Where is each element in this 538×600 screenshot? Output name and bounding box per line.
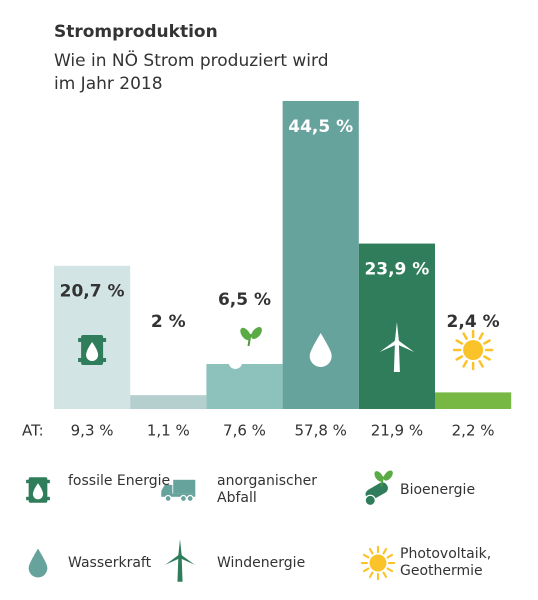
icon-part [383,470,393,481]
icon [452,329,494,371]
icon [309,333,332,367]
icon-part [161,484,173,496]
icon [161,479,196,503]
icon [78,335,107,365]
icon-part [179,494,188,503]
bar [130,395,207,409]
icon [26,477,50,503]
icon-part [26,479,50,484]
legend-label: Photovoltaik, Geothermie [400,546,492,579]
icon-part [394,322,399,342]
value-label: 2,4 % [447,312,500,332]
icon-part [382,547,388,555]
icon-part [455,339,464,345]
icon-part [483,355,491,361]
icon [146,338,187,365]
icon-part [179,555,195,565]
icon [165,539,195,582]
icon-part [176,355,185,365]
icon-part [177,557,183,582]
icon [379,322,415,372]
icon-part [386,567,394,573]
icon-part [396,340,415,352]
icon-part [386,553,394,559]
icon-part [146,354,187,358]
icon-part [173,479,196,494]
icon-part [161,493,196,497]
icon-part [78,338,107,342]
icon-part [32,483,44,500]
icon-part [478,360,484,368]
comparison-label: AT: [22,422,44,440]
icon-part [146,344,160,356]
icon-part [379,340,398,352]
comparison-value: 9,3 % [71,422,114,440]
chart-subtitle: Wie in NÖ Strom produziert wird im Jahr … [54,51,329,94]
icon [28,548,48,578]
icon-part [462,332,468,340]
icon-part [240,327,251,341]
icon-part [165,555,181,565]
value-label: 23,9 % [364,260,429,280]
icon-part [28,548,48,578]
value-label: 2 % [151,312,186,332]
icon-part [364,494,376,507]
icon-part [393,344,400,372]
icon-part [150,355,159,365]
icon-part [177,554,183,559]
comparison-value: 1,1 % [147,422,190,440]
legend-label: Bioenergie [400,481,476,498]
icon-part [168,355,177,365]
icon-part [362,553,370,559]
icon-part [368,571,374,579]
comparison-value: 21,9 % [371,422,423,440]
icon-part [309,333,332,367]
icon-part [178,539,182,557]
icon-part [164,494,172,503]
legend-label: Windenergie [217,554,306,571]
icon-part [228,355,243,369]
icon-part [462,360,468,368]
comparison-value: 2,2 % [452,422,495,440]
chart-title: Stromproduktion [54,22,218,42]
icon-part [374,471,384,482]
comparison-value: 57,8 % [294,422,346,440]
icon-part [382,571,388,579]
icon-part [455,355,464,361]
icon-part [478,332,484,340]
bar [206,364,283,409]
icon-part [394,339,400,345]
icon-part [483,339,491,345]
value-label: 44,5 % [288,117,353,137]
icon-part [251,327,262,339]
icon-part [368,547,374,555]
legend-label: Wasserkraft [68,554,152,571]
icon-part [160,338,187,354]
icon [364,470,393,507]
icon-part [369,554,387,572]
legend-label: fossile Energie [68,473,171,489]
bar [435,392,512,409]
icon [228,327,262,369]
icon-part [362,567,370,573]
value-label: 6,5 % [218,290,271,310]
icon-part [186,494,194,503]
value-label: 20,7 % [60,282,125,302]
icon-part [86,342,99,361]
icon-part [463,340,484,360]
icon [360,545,396,581]
legend-label: anorganischer Abfall [217,473,317,506]
comparison-value: 7,6 % [223,422,266,440]
